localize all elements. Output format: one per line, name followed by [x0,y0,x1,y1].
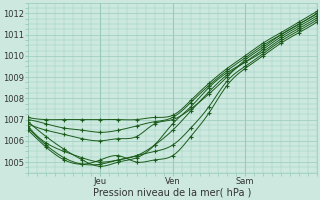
X-axis label: Pression niveau de la mer( hPa ): Pression niveau de la mer( hPa ) [93,187,252,197]
